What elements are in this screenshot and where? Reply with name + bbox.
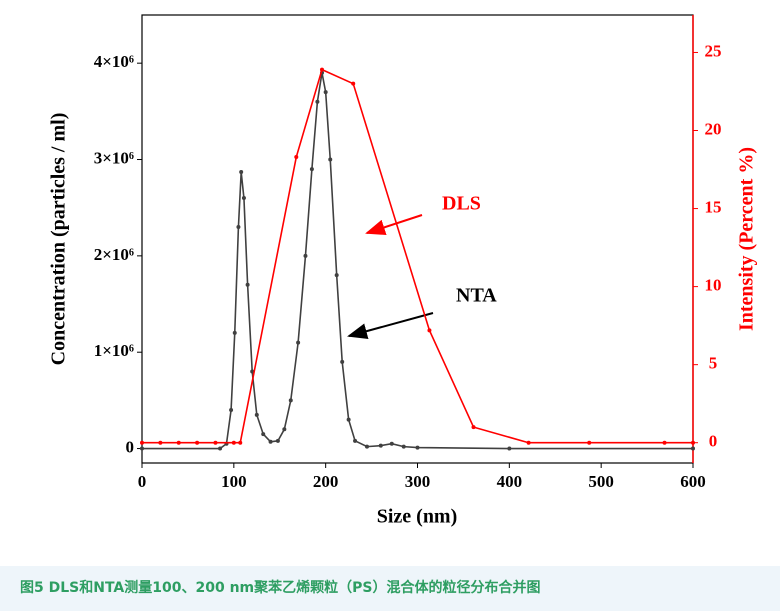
data-point bbox=[213, 440, 218, 445]
data-point bbox=[275, 438, 280, 443]
data-point bbox=[268, 439, 273, 444]
data-point bbox=[315, 99, 320, 104]
data-point bbox=[229, 408, 234, 413]
data-point bbox=[250, 369, 255, 374]
figure-caption: 图5 DLS和NTA测量100、200 nm聚苯乙烯颗粒（PS）混合体的粒径分布… bbox=[0, 566, 780, 611]
data-point bbox=[353, 438, 358, 443]
plot-frame bbox=[141, 14, 694, 464]
y-tick-label: 3×10⁶ bbox=[94, 148, 134, 167]
x-tick-label: 200 bbox=[313, 472, 339, 491]
data-point bbox=[236, 224, 241, 229]
y2-tick-label: 10 bbox=[705, 276, 722, 295]
data-point bbox=[282, 427, 287, 432]
y2-tick-label: 0 bbox=[709, 432, 718, 451]
data-point bbox=[340, 359, 345, 364]
data-point bbox=[662, 440, 667, 445]
data-point bbox=[232, 330, 237, 335]
data-point bbox=[239, 170, 244, 175]
data-point bbox=[587, 440, 592, 445]
data-point bbox=[415, 445, 420, 450]
series-line bbox=[142, 72, 693, 450]
x-tick-label: 500 bbox=[588, 472, 614, 491]
data-point bbox=[140, 440, 144, 445]
y-tick-label: 0 bbox=[126, 437, 135, 456]
y-tick-label: 4×10⁶ bbox=[94, 52, 134, 71]
y2-axis-title: Intensity (Percent %) bbox=[736, 147, 758, 331]
data-point bbox=[389, 441, 394, 446]
data-point bbox=[140, 446, 144, 451]
data-point bbox=[195, 440, 200, 445]
y-tick-label: 1×10⁶ bbox=[94, 341, 134, 360]
data-point bbox=[218, 446, 223, 451]
y-tick-label: 2×10⁶ bbox=[94, 245, 134, 264]
data-point bbox=[241, 196, 246, 201]
y-axis-title: Concentration (particles / ml) bbox=[48, 113, 70, 366]
data-point bbox=[427, 328, 432, 333]
data-point bbox=[346, 417, 351, 422]
data-point bbox=[507, 446, 512, 451]
data-point bbox=[401, 444, 406, 449]
data-point bbox=[238, 440, 243, 445]
data-point bbox=[364, 444, 369, 449]
data-point bbox=[378, 443, 383, 448]
data-point bbox=[294, 155, 299, 160]
y2-tick-label: 5 bbox=[709, 354, 718, 373]
data-point bbox=[351, 81, 356, 86]
x-axis-title: Size (nm) bbox=[377, 506, 458, 528]
data-point bbox=[471, 425, 476, 430]
chart: Size (nm) Concentration (particles / ml)… bbox=[48, 14, 758, 528]
x-tick-label: 400 bbox=[497, 472, 523, 491]
data-point bbox=[334, 273, 339, 278]
data-point bbox=[231, 440, 236, 445]
nta-annotation: NTA bbox=[456, 285, 497, 307]
data-point bbox=[319, 67, 324, 72]
data-point bbox=[309, 167, 314, 172]
x-tick-label: 0 bbox=[138, 472, 147, 491]
data-point bbox=[691, 440, 695, 445]
data-point bbox=[176, 440, 181, 445]
y2-tick-label: 15 bbox=[705, 197, 722, 216]
x-tick-label: 600 bbox=[680, 472, 706, 491]
data-point bbox=[261, 432, 266, 437]
x-tick-label: 100 bbox=[221, 472, 247, 491]
data-point bbox=[526, 440, 531, 445]
data-point bbox=[245, 282, 250, 287]
series-line bbox=[142, 68, 693, 444]
y2-tick-label: 20 bbox=[705, 119, 722, 138]
dls-arrow bbox=[365, 214, 423, 236]
data-point bbox=[323, 90, 328, 95]
y2-tick-label: 25 bbox=[705, 41, 722, 60]
data-point bbox=[254, 412, 259, 417]
data-point bbox=[296, 340, 301, 345]
data-point bbox=[303, 253, 308, 258]
nta-arrow bbox=[347, 312, 434, 339]
dls-annotation: DLS bbox=[442, 193, 481, 215]
data-point bbox=[328, 157, 333, 162]
x-tick-label: 300 bbox=[405, 472, 431, 491]
data-point bbox=[158, 440, 163, 445]
data-point bbox=[691, 446, 695, 451]
data-point bbox=[288, 398, 293, 403]
